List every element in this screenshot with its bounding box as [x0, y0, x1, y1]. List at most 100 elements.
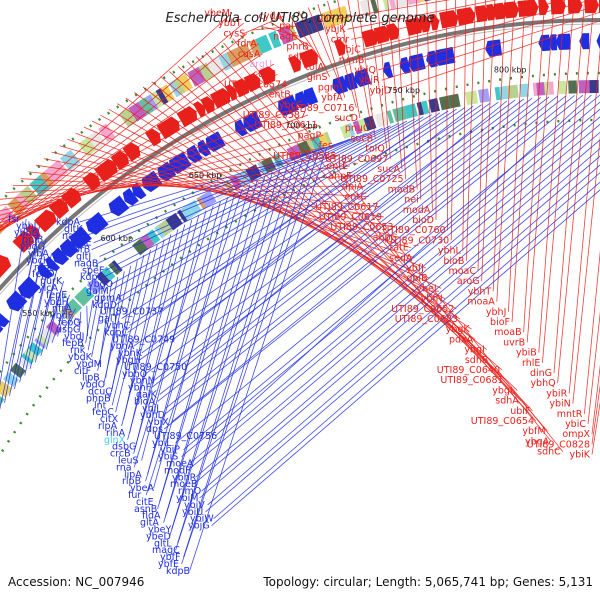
cog-band-outer	[248, 39, 262, 57]
leader-line	[396, 0, 406, 180]
gene-label: fur	[128, 490, 141, 501]
gene-label: ybjC	[340, 45, 361, 56]
leader-line	[232, 38, 564, 452]
reverse-gene-arrow	[278, 95, 299, 116]
gene-label: UTI89_C0640	[437, 365, 500, 376]
gene-label: ybfA	[321, 93, 343, 104]
leader-line	[335, 0, 451, 20]
cog-band-outer	[87, 130, 106, 150]
gene-label: ylcA	[38, 283, 58, 294]
gene-label: phpB	[86, 393, 111, 404]
cog-band-inner	[519, 83, 530, 98]
cog-band-inner	[157, 219, 174, 237]
cog-band-outer	[333, 5, 350, 25]
gene-label: ybdK	[68, 352, 93, 363]
reverse-gene-arrow	[17, 276, 41, 299]
leader-line	[347, 0, 372, 129]
leader-line	[195, 131, 600, 478]
cog-band-inner	[403, 103, 418, 119]
leader-line	[193, 139, 600, 485]
gene-label: rumB	[339, 55, 365, 66]
cog-band-inner	[74, 289, 92, 307]
leader-line	[187, 123, 600, 471]
leader-line	[151, 81, 491, 361]
cog-band-outer	[138, 97, 155, 116]
cog-band-inner	[306, 138, 316, 153]
reverse-gene-arrow	[0, 313, 10, 328]
cog-band-outer	[7, 197, 27, 217]
gene-label: ybiC	[565, 419, 586, 430]
gene-label: dps	[146, 424, 163, 435]
gene-label: nfrA	[52, 304, 72, 315]
leader-line	[0, 12, 233, 224]
leader-line	[103, 265, 132, 385]
gene-label: citF	[74, 366, 91, 377]
gene-label: ybhK	[118, 348, 143, 359]
cog-band-inner	[132, 238, 149, 256]
gene-label: moeA	[166, 459, 194, 470]
gene-label: modB	[388, 184, 416, 195]
cog-band-inner	[20, 352, 34, 365]
leader-line	[0, 63, 275, 232]
cog-band-outer	[320, 9, 339, 29]
gene-label: modF	[164, 465, 191, 476]
leader-line	[103, 122, 399, 278]
cog-band-inner	[324, 131, 333, 145]
leader-line	[477, 0, 486, 272]
gene-label: cusA	[238, 49, 261, 60]
gene-label: aroG	[457, 276, 480, 287]
gene-label: UTI89_C0652	[391, 304, 454, 315]
reverse-gene-arrow	[51, 247, 70, 266]
gene-label: ybiK	[569, 450, 590, 461]
leader-line	[51, 294, 70, 344]
leader-line	[351, 0, 533, 40]
leader-line	[163, 172, 273, 523]
leader-line	[251, 25, 296, 31]
gene-label: yliF	[318, 14, 334, 25]
leader-line	[492, 0, 506, 292]
leader-line	[381, 11, 600, 81]
gene-label: UTI89_C0750	[124, 362, 187, 373]
leader-line	[163, 94, 584, 430]
leader-line	[0, 218, 27, 387]
gene-label: nagA	[62, 231, 87, 242]
cog-band-inner	[36, 333, 50, 347]
leader-line	[587, 311, 600, 425]
gene-label: ompX	[562, 429, 590, 440]
gene-label: UTI89_C0737	[100, 307, 163, 318]
gene-label: uspG	[56, 324, 80, 335]
gene-label: ahpC	[373, 232, 398, 243]
gene-label: ybiR	[546, 388, 567, 399]
cog-band-outer	[419, 0, 425, 3]
kbp-tick-label: 650 kbp	[189, 171, 222, 180]
accession-text: Accession: NC_007946	[8, 575, 144, 589]
leader-line	[0, 145, 335, 212]
gene-label: dinG	[530, 368, 552, 379]
gene-label: UTI89_C0617	[315, 202, 378, 213]
leader-line	[481, 0, 496, 282]
gene-label: uvrB	[503, 337, 525, 348]
gene-label: ybdG	[20, 242, 45, 253]
gene-label: UTI89_C0828	[527, 439, 590, 450]
leader-line	[211, 189, 600, 526]
forward-gene-arrow	[0, 254, 12, 278]
gene-label: gltK	[64, 224, 83, 235]
leader-line	[204, 51, 537, 422]
leader-line	[153, 192, 236, 489]
leader-line	[139, 101, 499, 361]
leader-line	[133, 104, 482, 347]
cog-band-inner	[310, 135, 324, 151]
leader-line	[542, 0, 575, 363]
cog-band-outer	[255, 34, 273, 54]
genome-backbone-inner	[0, 23, 600, 296]
leader-line	[288, 14, 327, 68]
leader-line	[241, 15, 285, 35]
cog-band-outer	[198, 62, 214, 81]
leader-line	[142, 86, 488, 350]
cog-band-inner	[318, 132, 330, 148]
reverse-gene-arrow	[596, 33, 600, 50]
gene-label: dsbG	[112, 442, 136, 453]
cog-band-inner	[357, 118, 368, 133]
forward-gene-arrow	[550, 0, 566, 15]
gene-label: ybiP	[160, 445, 180, 456]
